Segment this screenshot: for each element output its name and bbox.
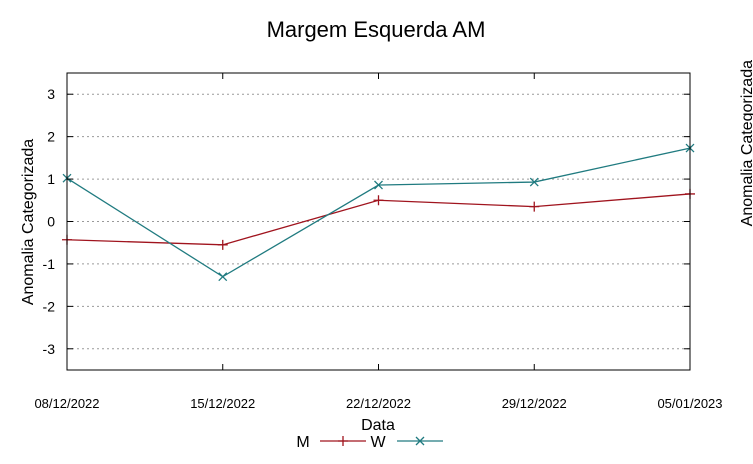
chart-title: Margem Esquerda AM: [267, 17, 486, 42]
legend-label-w: W: [370, 434, 386, 451]
y-axis-ticks: 3 2 1 0 -1 -2 -3: [43, 86, 690, 357]
y-tick-label: 0: [47, 214, 55, 230]
x-tick-label: 08/12/2022: [34, 396, 99, 411]
y-tick-label: 3: [47, 86, 55, 102]
y-tick-label: 1: [47, 171, 55, 187]
series-w: [62, 143, 695, 282]
x-axis-label: Data: [361, 417, 395, 434]
series-m-point: [217, 239, 228, 250]
y-tick-label: 2: [47, 129, 55, 145]
y-tick-label: -2: [43, 298, 56, 314]
legend-label-m: M: [296, 434, 309, 451]
series-layer: [62, 143, 695, 282]
y-tick-label: -3: [43, 341, 56, 357]
series-w-line: [66, 147, 691, 278]
x-tick-label: 15/12/2022: [190, 396, 255, 411]
series-m: [62, 188, 695, 250]
y-axis-label: Anomalia Categorizada: [20, 139, 37, 305]
x-tick-label: 29/12/2022: [502, 396, 567, 411]
x-tick-label: 05/01/2023: [657, 396, 722, 411]
legend-marker-m: [338, 436, 348, 446]
series-w-point: [529, 177, 539, 187]
series-w-point: [218, 272, 228, 282]
grid-lines: [67, 93, 690, 350]
x-axis-ticks: 08/12/2022 15/12/2022 22/12/2022 29/12/2022…: [34, 73, 723, 411]
series-w-point: [374, 180, 383, 190]
series-m-point: [529, 201, 540, 212]
x-tick-label: 22/12/2022: [346, 396, 411, 411]
right-y-axis-label-partial: Anomalia Categorizada: [739, 60, 753, 226]
y-tick-label: -1: [43, 256, 56, 272]
series-m-point: [373, 195, 384, 206]
legend-marker-w: [415, 436, 425, 446]
